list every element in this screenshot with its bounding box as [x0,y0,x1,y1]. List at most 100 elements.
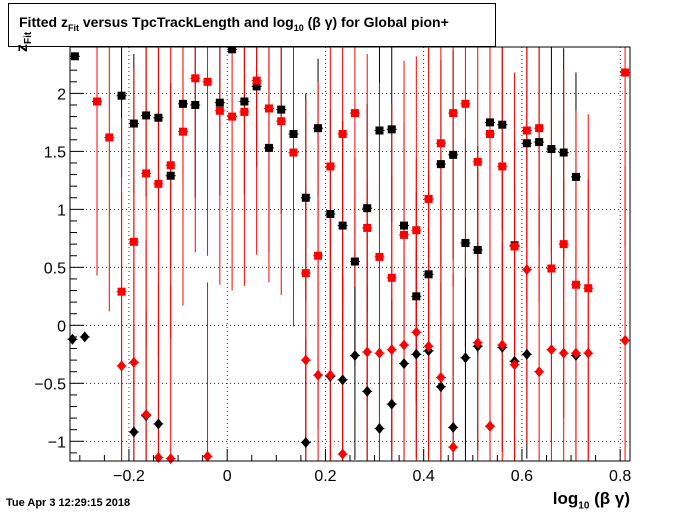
square-marker [375,252,384,261]
square-marker [486,129,494,138]
square-marker [301,193,310,202]
square-marker [400,221,409,230]
y-tick-label: 1 [57,202,66,219]
square-marker [178,127,187,136]
diamond-marker [399,339,409,351]
square-marker [424,194,433,203]
x-axis-label-main: log [552,489,579,508]
square-marker [486,118,494,127]
title-middle: versus TpcTrackLength and log [79,14,294,30]
title-suffix: (β γ) for Global pion+ [303,14,449,30]
diamond-marker [485,420,495,432]
square-marker [129,119,138,128]
x-axis-label: log10 (β γ) [553,489,630,511]
diamond-marker [387,398,397,410]
square-marker [535,138,544,147]
diamond-marker [129,426,139,438]
diamond-marker [313,369,323,381]
square-marker [461,238,470,247]
square-marker [338,129,347,138]
square-marker [264,143,273,152]
diamond-marker [448,421,458,433]
square-marker [215,98,224,107]
grid-lines [70,47,630,461]
square-marker [154,179,163,188]
diamond-marker [362,385,372,397]
square-marker [412,292,421,301]
x-axis-label-sub: 10 [578,500,590,512]
square-marker [142,169,151,178]
diamond-marker [203,450,213,462]
diamond-marker [350,349,360,361]
square-marker [436,160,445,169]
square-marker [105,133,114,142]
square-marker [338,221,347,230]
square-marker [277,117,286,126]
square-marker [142,111,151,120]
square-marker [449,109,458,118]
diamond-marker [399,358,409,370]
diamond-marker [559,347,569,359]
square-marker [449,150,458,159]
square-marker [277,105,286,114]
y-tick-label: 2 [57,86,66,103]
x-tick-label: 0 [223,468,232,485]
square-marker [571,280,580,289]
square-marker [228,45,237,54]
square-marker [424,270,433,279]
square-marker [301,269,310,278]
square-marker [252,82,261,91]
square-marker [228,112,237,121]
diamond-marker [510,359,520,371]
title-prefix: Fitted z [19,14,68,30]
timestamp: Tue Apr 3 12:29:15 2018 [6,497,131,509]
square-marker [363,223,372,232]
diamond-marker [166,453,176,465]
y-axis-label-sub: Fit [23,31,35,44]
diamond-marker [460,352,470,364]
plot-frame [69,46,631,462]
diamond-marker [338,374,348,386]
square-marker [350,257,359,266]
diamond-marker [374,423,384,435]
square-marker [166,161,175,170]
diamond-marker [374,347,384,359]
diamond-marker [129,356,139,368]
y-axis-label: zFit [14,32,34,52]
square-marker [191,100,200,109]
square-marker [559,240,568,249]
square-marker [314,124,323,133]
x-tick-label: −0.2 [113,468,145,485]
y-tick-label: 0 [57,318,66,335]
diamond-marker [411,326,421,338]
square-marker [203,77,212,86]
square-marker [70,52,79,61]
square-marker [314,251,323,260]
diamond-marker [153,452,163,464]
square-marker [117,91,126,100]
diamond-marker [141,409,151,421]
square-marker [387,273,396,282]
square-marker [498,120,507,129]
x-tick-label: 0.4 [413,468,435,485]
y-tick-label: 0.5 [44,260,66,277]
square-marker [117,287,126,296]
diamond-marker [387,344,397,356]
diamond-marker [522,264,532,276]
diamond-marker [436,381,446,393]
square-marker [326,209,335,218]
x-tick-label: 0.6 [511,468,533,485]
square-marker [436,139,445,148]
diamond-marker [571,347,581,359]
diamond-marker [362,346,372,358]
square-marker [461,99,470,108]
square-marker [93,97,102,106]
diamond-marker [67,333,77,345]
x-tick-label: 0.8 [609,468,631,485]
square-marker [178,99,187,108]
diamond-marker [301,354,311,366]
title-subscript-fit: Fit [68,22,79,33]
square-marker [412,226,421,235]
plot-title: Fitted zFit versus TpcTrackLength and lo… [19,14,449,33]
